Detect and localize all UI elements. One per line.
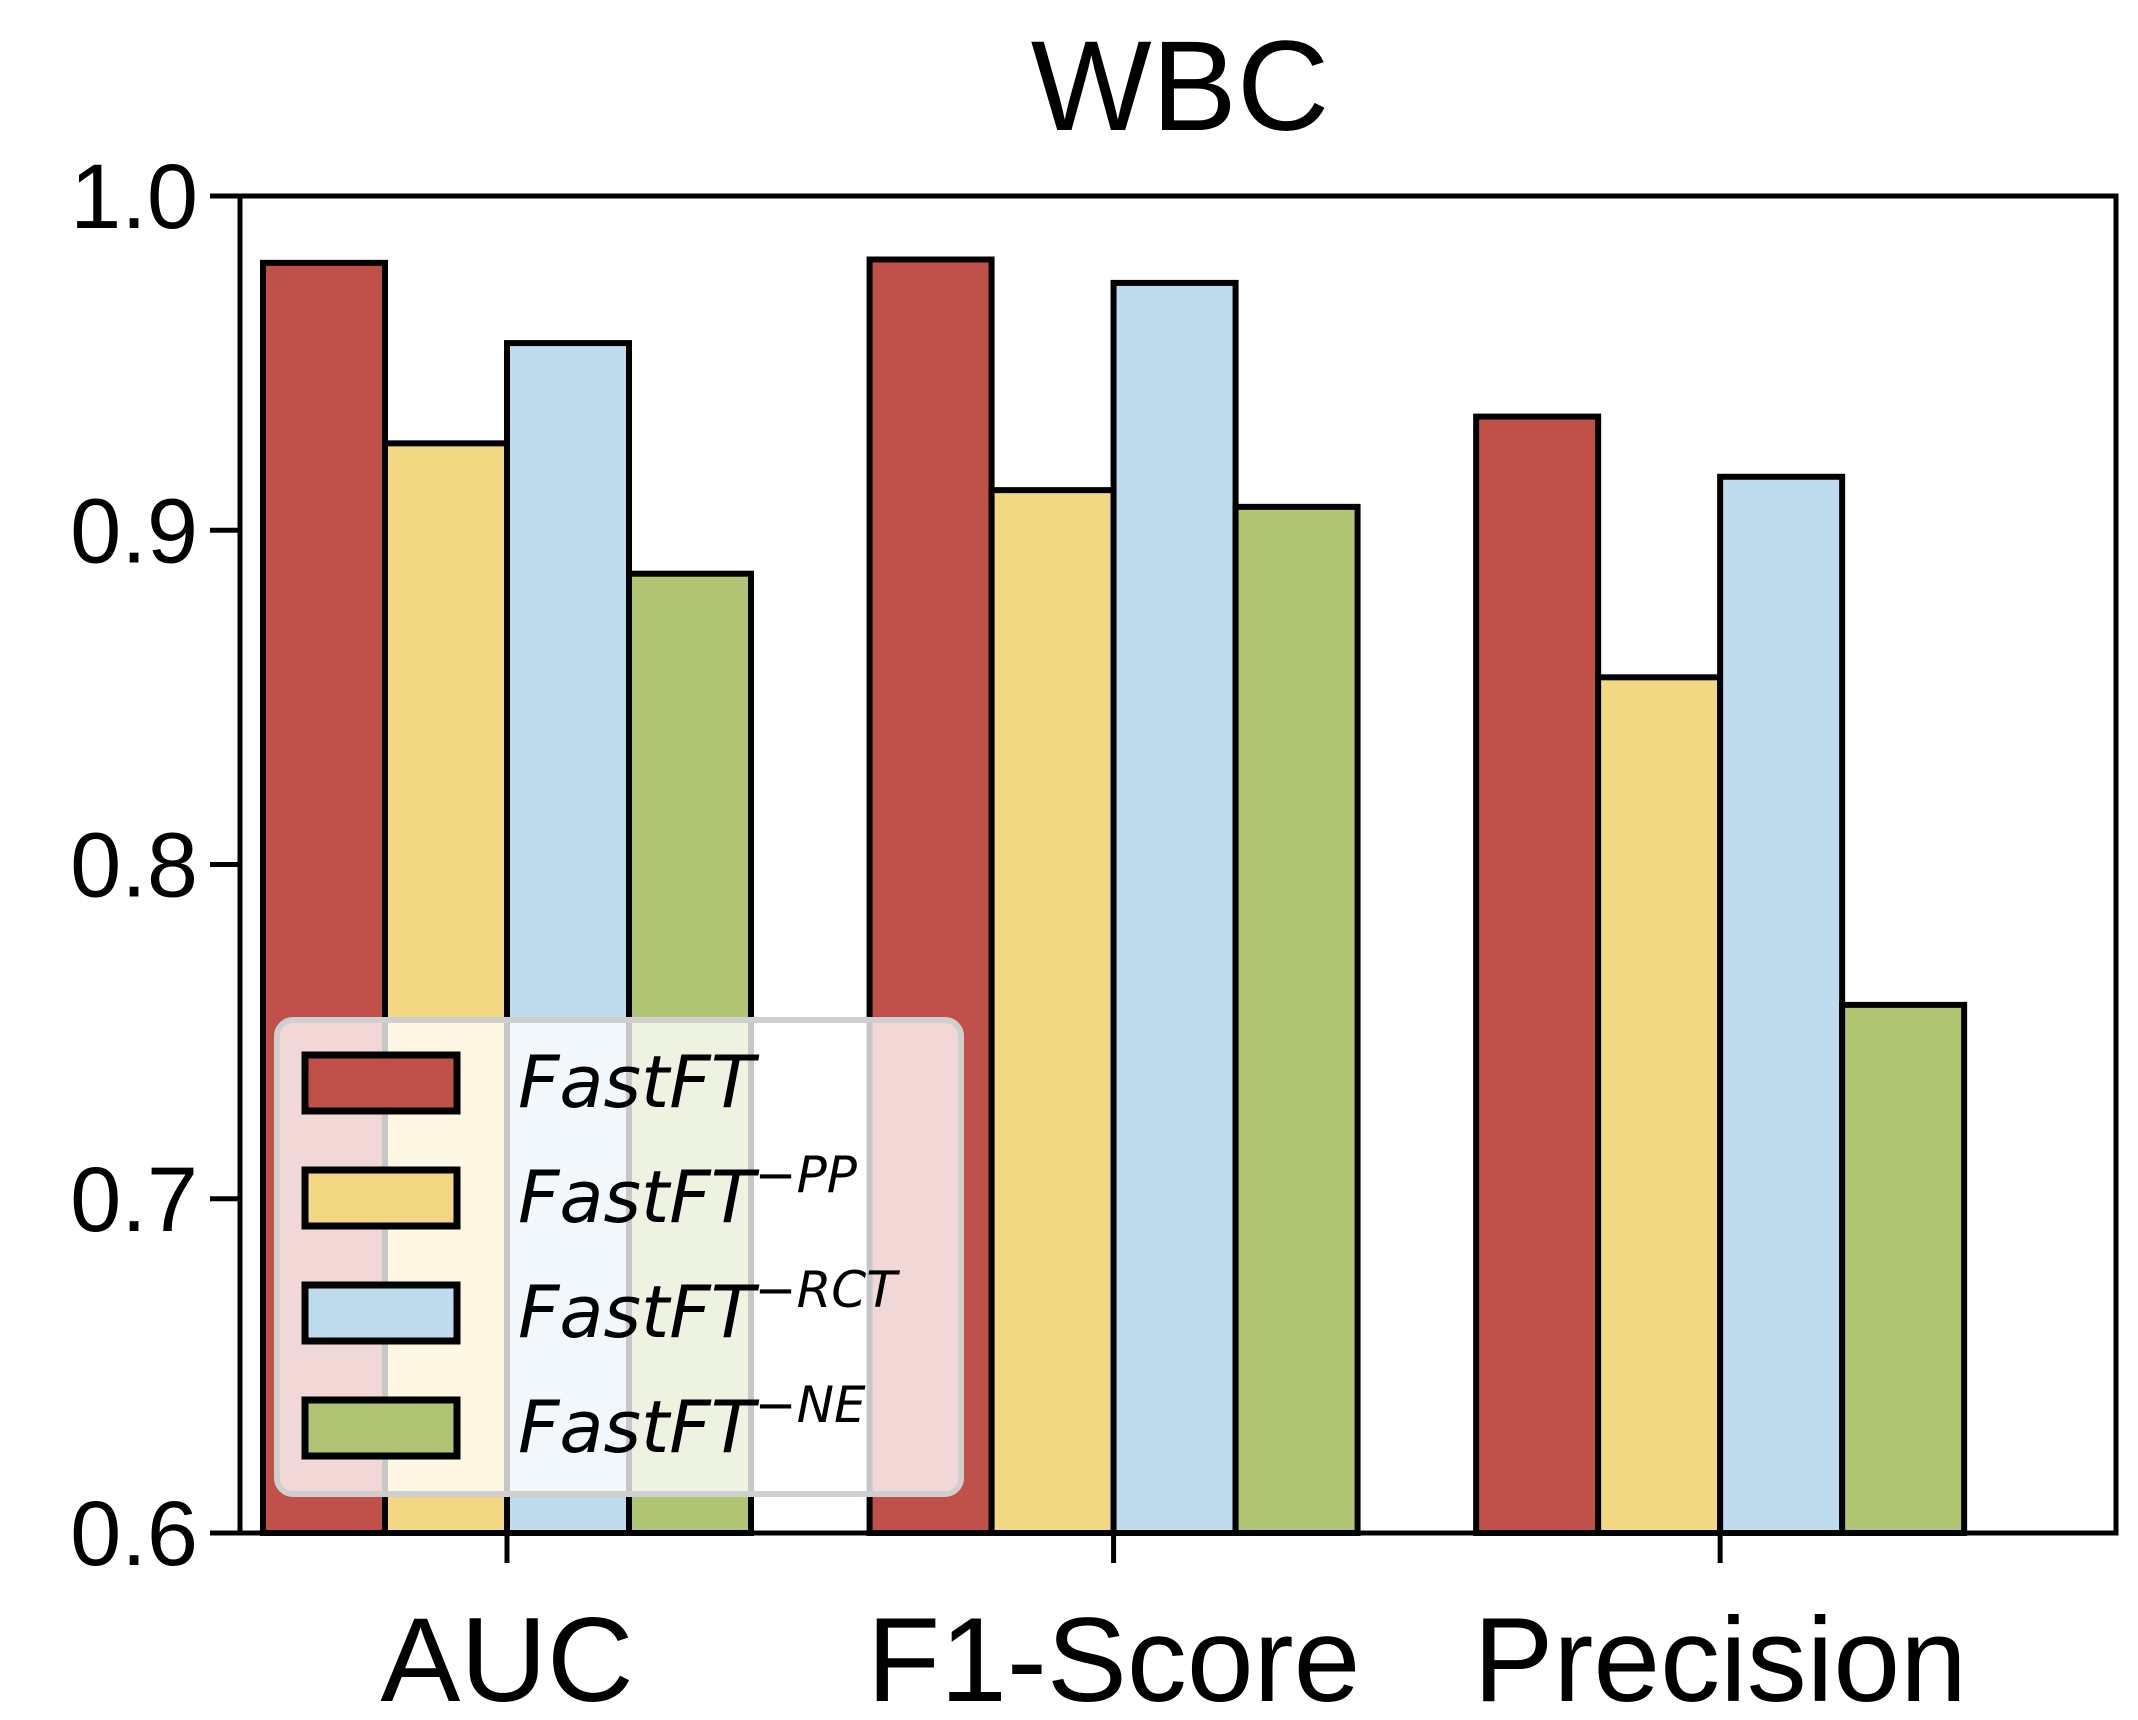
x-tick-label: Precision [1473, 1593, 1967, 1720]
legend-swatch-1 [301, 1051, 461, 1115]
legend-label-superscript: −NE [755, 1376, 866, 1434]
x-axis: AUC F1-Score Precision [380, 1533, 1967, 1720]
bar-f1-score-series-4 [1232, 503, 1361, 1536]
bar-precision-series-2 [1595, 674, 1724, 1536]
legend-box [274, 1017, 964, 1497]
legend-label-2: FastFT−PP [518, 1146, 858, 1239]
x-tick-label: AUC [380, 1593, 633, 1720]
bar-precision-series-1 [1473, 413, 1602, 1537]
bar-f1-score-series-2 [988, 487, 1117, 1536]
y-tick-label: 1.0 [70, 146, 198, 248]
legend-label-4: FastFT−NE [518, 1376, 866, 1469]
legend-label-base: FastFT [518, 1270, 760, 1354]
legend-label-base: FastFT [518, 1040, 760, 1124]
bar-f1-score-series-3 [1110, 279, 1239, 1536]
legend-swatch-2 [301, 1166, 461, 1230]
y-tick-label: 0.9 [70, 480, 198, 582]
bar-precision-series-4 [1839, 1001, 1968, 1536]
legend-label-1: FastFT [518, 1040, 760, 1124]
legend-label-3: FastFT−RCT [518, 1261, 900, 1354]
y-tick-label: 0.8 [70, 815, 198, 917]
y-tick-label: 0.7 [70, 1149, 198, 1251]
x-tick-label: F1-Score [867, 1593, 1360, 1720]
legend-label-base: FastFT [518, 1155, 760, 1239]
legend-label-superscript: −PP [755, 1146, 858, 1204]
legend-swatch-4 [301, 1396, 461, 1460]
y-axis: 0.6 0.7 0.8 0.9 1.0 [70, 146, 240, 1585]
legend-swatch-3 [301, 1281, 461, 1345]
y-tick-label: 0.6 [70, 1483, 198, 1585]
legend-label-superscript: −RCT [755, 1261, 901, 1319]
chart-title: WBC [1031, 15, 1330, 158]
legend-label-base: FastFT [518, 1385, 760, 1469]
bar-precision-series-3 [1717, 473, 1846, 1536]
